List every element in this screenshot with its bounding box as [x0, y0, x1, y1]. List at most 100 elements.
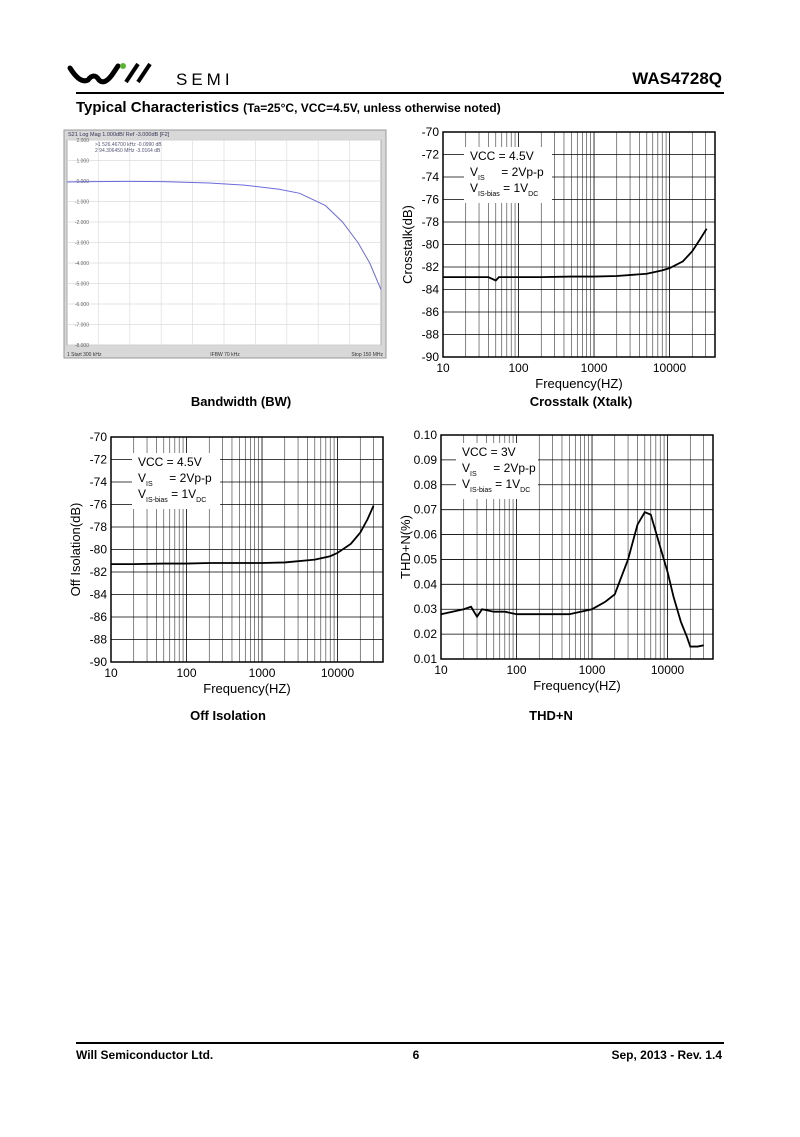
annotation-sub: IS-bias [470, 487, 492, 494]
y-tick-label: 0.02 [414, 627, 438, 641]
analyzer-footer: Stop 150 MHz [351, 352, 383, 358]
annotation-sub: IS [478, 175, 485, 182]
x-tick-label: 1000 [249, 666, 276, 680]
x-tick-label: 10 [104, 666, 118, 680]
data-line [66, 180, 382, 290]
annotation-suffix: = 2Vp-p [477, 461, 536, 475]
annotation-text: V [462, 477, 470, 491]
y-tick-label: -82 [90, 565, 108, 579]
y-tick-label: -5.000 [75, 282, 89, 288]
section-title-text: Typical Characteristics [76, 99, 239, 116]
y-tick-label: 2.000 [76, 138, 89, 144]
annotation: VIS-bias = 1VDC [462, 477, 530, 494]
annotation: VCC = 4.5V [470, 149, 534, 163]
y-tick-label: -2.000 [75, 220, 89, 226]
x-tick-label: 10000 [321, 666, 355, 680]
marker-readout: >1 526.46700 kHz -0.0990 dB [95, 142, 162, 148]
annotation-box [132, 453, 220, 509]
chart: S21 Log Mag 1.000dB/ Ref -3.000dB [F2] >1… [63, 129, 387, 409]
y-tick-label: 1.000 [76, 159, 89, 165]
y-tick-label: -3.000 [75, 241, 89, 247]
annotation: VIS = 2Vp-p [462, 461, 536, 478]
section-conditions: (Ta=25°C, VCC=4.5V, unless otherwise not… [243, 101, 501, 115]
x-tick-label: 100 [508, 361, 528, 375]
y-tick-label: -88 [422, 328, 440, 342]
y-tick-label: -88 [90, 633, 108, 647]
y-tick-label: -74 [422, 170, 440, 184]
annotation: VIS-bias = 1VDC [470, 181, 538, 198]
analyzer-footer: IFBW 70 kHz [210, 352, 240, 358]
annotation-text: V [470, 165, 478, 179]
annotation-sub: IS-bias [478, 191, 500, 198]
y-tick-label: -76 [90, 498, 108, 512]
analyzer-header: S21 Log Mag 1.000dB/ Ref -3.000dB [F2] [68, 132, 170, 138]
annotation-text: VCC = 4.5V [470, 149, 534, 163]
y-tick-label: -4.000 [75, 261, 89, 267]
logo-text: SEMI [176, 70, 234, 89]
y-tick-label: -84 [90, 588, 108, 602]
y-tick-label: -7.000 [75, 323, 89, 329]
annotation-suffix-sub: DC [196, 497, 206, 504]
annotation: VCC = 3V [462, 445, 516, 459]
x-axis-label: Frequency(HZ) [533, 678, 620, 693]
x-tick-label: 1000 [581, 361, 608, 375]
annotation-suffix: = 2Vp-p [153, 471, 212, 485]
annotation-suffix: = 1V [168, 487, 196, 501]
y-tick-label: 0.06 [414, 528, 438, 542]
annotation-text: VCC = 4.5V [138, 455, 202, 469]
data-line [440, 511, 704, 648]
y-tick-label: 0.01 [414, 652, 438, 666]
plot-frame [440, 434, 714, 660]
annotation-text: V [470, 181, 478, 195]
x-tick-label: 10 [434, 663, 448, 677]
annotation-text: V [462, 461, 470, 475]
y-tick-label: -82 [422, 260, 440, 274]
chart: 10 100 1000 10000 -70 -72 -74 -76 -78 -80 -82 -84 -8… [68, 430, 384, 723]
y-tick-label: -8.000 [75, 343, 89, 349]
y-tick-label: 0.07 [414, 503, 438, 517]
y-tick-label: 0.09 [414, 453, 438, 467]
footer-page: 6 [413, 1048, 420, 1062]
chart-caption: Bandwidth (BW) [191, 394, 291, 409]
x-tick-label: 10 [436, 361, 450, 375]
x-axis-label: Frequency(HZ) [203, 681, 290, 696]
chart: 10 100 1000 10000 0.10 0.09 0.08 0.07 0.06 0.05 0.… [398, 428, 714, 723]
logo: SEMI [67, 62, 234, 89]
annotation-text: V [138, 487, 146, 501]
y-tick-label: 0.05 [414, 552, 438, 566]
annotation: VCC = 4.5V [138, 455, 202, 469]
annotation-text: V [138, 471, 146, 485]
x-tick-label: 1000 [579, 663, 606, 677]
y-axis-label: Crosstalk(dB) [400, 205, 415, 284]
x-axis-label: Frequency(HZ) [535, 376, 622, 391]
y-tick-label: -78 [90, 520, 108, 534]
y-tick-label: -72 [90, 453, 108, 467]
y-tick-label: -78 [422, 215, 440, 229]
chart: 10 100 1000 10000 -70 -72 -74 -76 -78 -80 -82 -84 -8… [400, 125, 716, 409]
y-tick-label: -90 [90, 655, 108, 669]
y-tick-label: -86 [90, 610, 108, 624]
annotation-box [456, 443, 538, 499]
annotation-sub: IS-bias [146, 497, 168, 504]
y-tick-label: -6.000 [75, 302, 89, 308]
annotation-suffix: = 1V [492, 477, 520, 491]
y-tick-label: -80 [90, 543, 108, 557]
plot-frame [110, 436, 384, 663]
y-tick-label: 0.10 [414, 428, 438, 442]
annotation: VIS = 2Vp-p [138, 471, 212, 488]
annotation: VIS = 2Vp-p [470, 165, 544, 182]
plot-frame [442, 131, 716, 358]
y-tick-label: -72 [422, 148, 440, 162]
marker-readout: 2 94.306450 MHz -3.0164 dB [95, 148, 161, 154]
x-tick-label: 10000 [651, 663, 685, 677]
footer-revision: Sep, 2013 - Rev. 1.4 [611, 1048, 722, 1062]
annotation-suffix: = 1V [500, 181, 528, 195]
x-tick-label: 100 [506, 663, 526, 677]
y-tick-label: 0.03 [414, 602, 438, 616]
chart-caption: THD+N [529, 708, 573, 723]
y-tick-label: -1.000 [75, 200, 89, 206]
y-axis-label: Off Isolation(dB) [68, 503, 83, 597]
y-tick-label: -76 [422, 193, 440, 207]
annotation-suffix-sub: DC [528, 191, 538, 198]
